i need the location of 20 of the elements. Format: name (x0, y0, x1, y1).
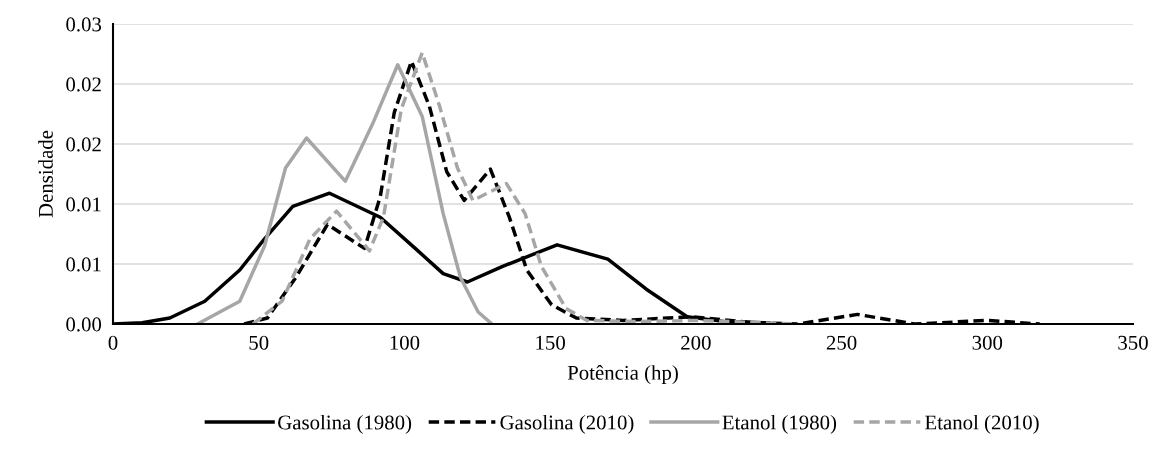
y-tick-label: 0.03 (66, 17, 102, 32)
y-axis-title: Densidade (38, 130, 53, 218)
y-tick-label: 0.02 (66, 137, 101, 152)
y-tick-label: 0.01 (66, 197, 101, 212)
x-tick-label: 150 (536, 335, 565, 350)
x-tick-label: 250 (826, 335, 857, 350)
y-tick-label: 0.00 (66, 317, 102, 332)
x-tick-label: 350 (1118, 335, 1148, 350)
legend-label: Etanol (2010) (925, 414, 1039, 434)
x-axis-title: Potência (hp) (567, 365, 678, 385)
x-tick-label: 100 (390, 335, 420, 350)
legend-label: Etanol (1980) (722, 414, 837, 434)
legend-label: Gasolina (2010) (500, 414, 634, 434)
legend-label: Gasolina (1980) (278, 414, 412, 434)
x-tick-label: 300 (972, 335, 1003, 350)
x-tick-label: 0 (108, 335, 118, 350)
y-tick-label: 0.01 (66, 257, 101, 272)
x-tick-label: 50 (249, 335, 269, 350)
y-tick-label: 0.02 (66, 77, 101, 92)
x-tick-label: 200 (681, 335, 711, 350)
